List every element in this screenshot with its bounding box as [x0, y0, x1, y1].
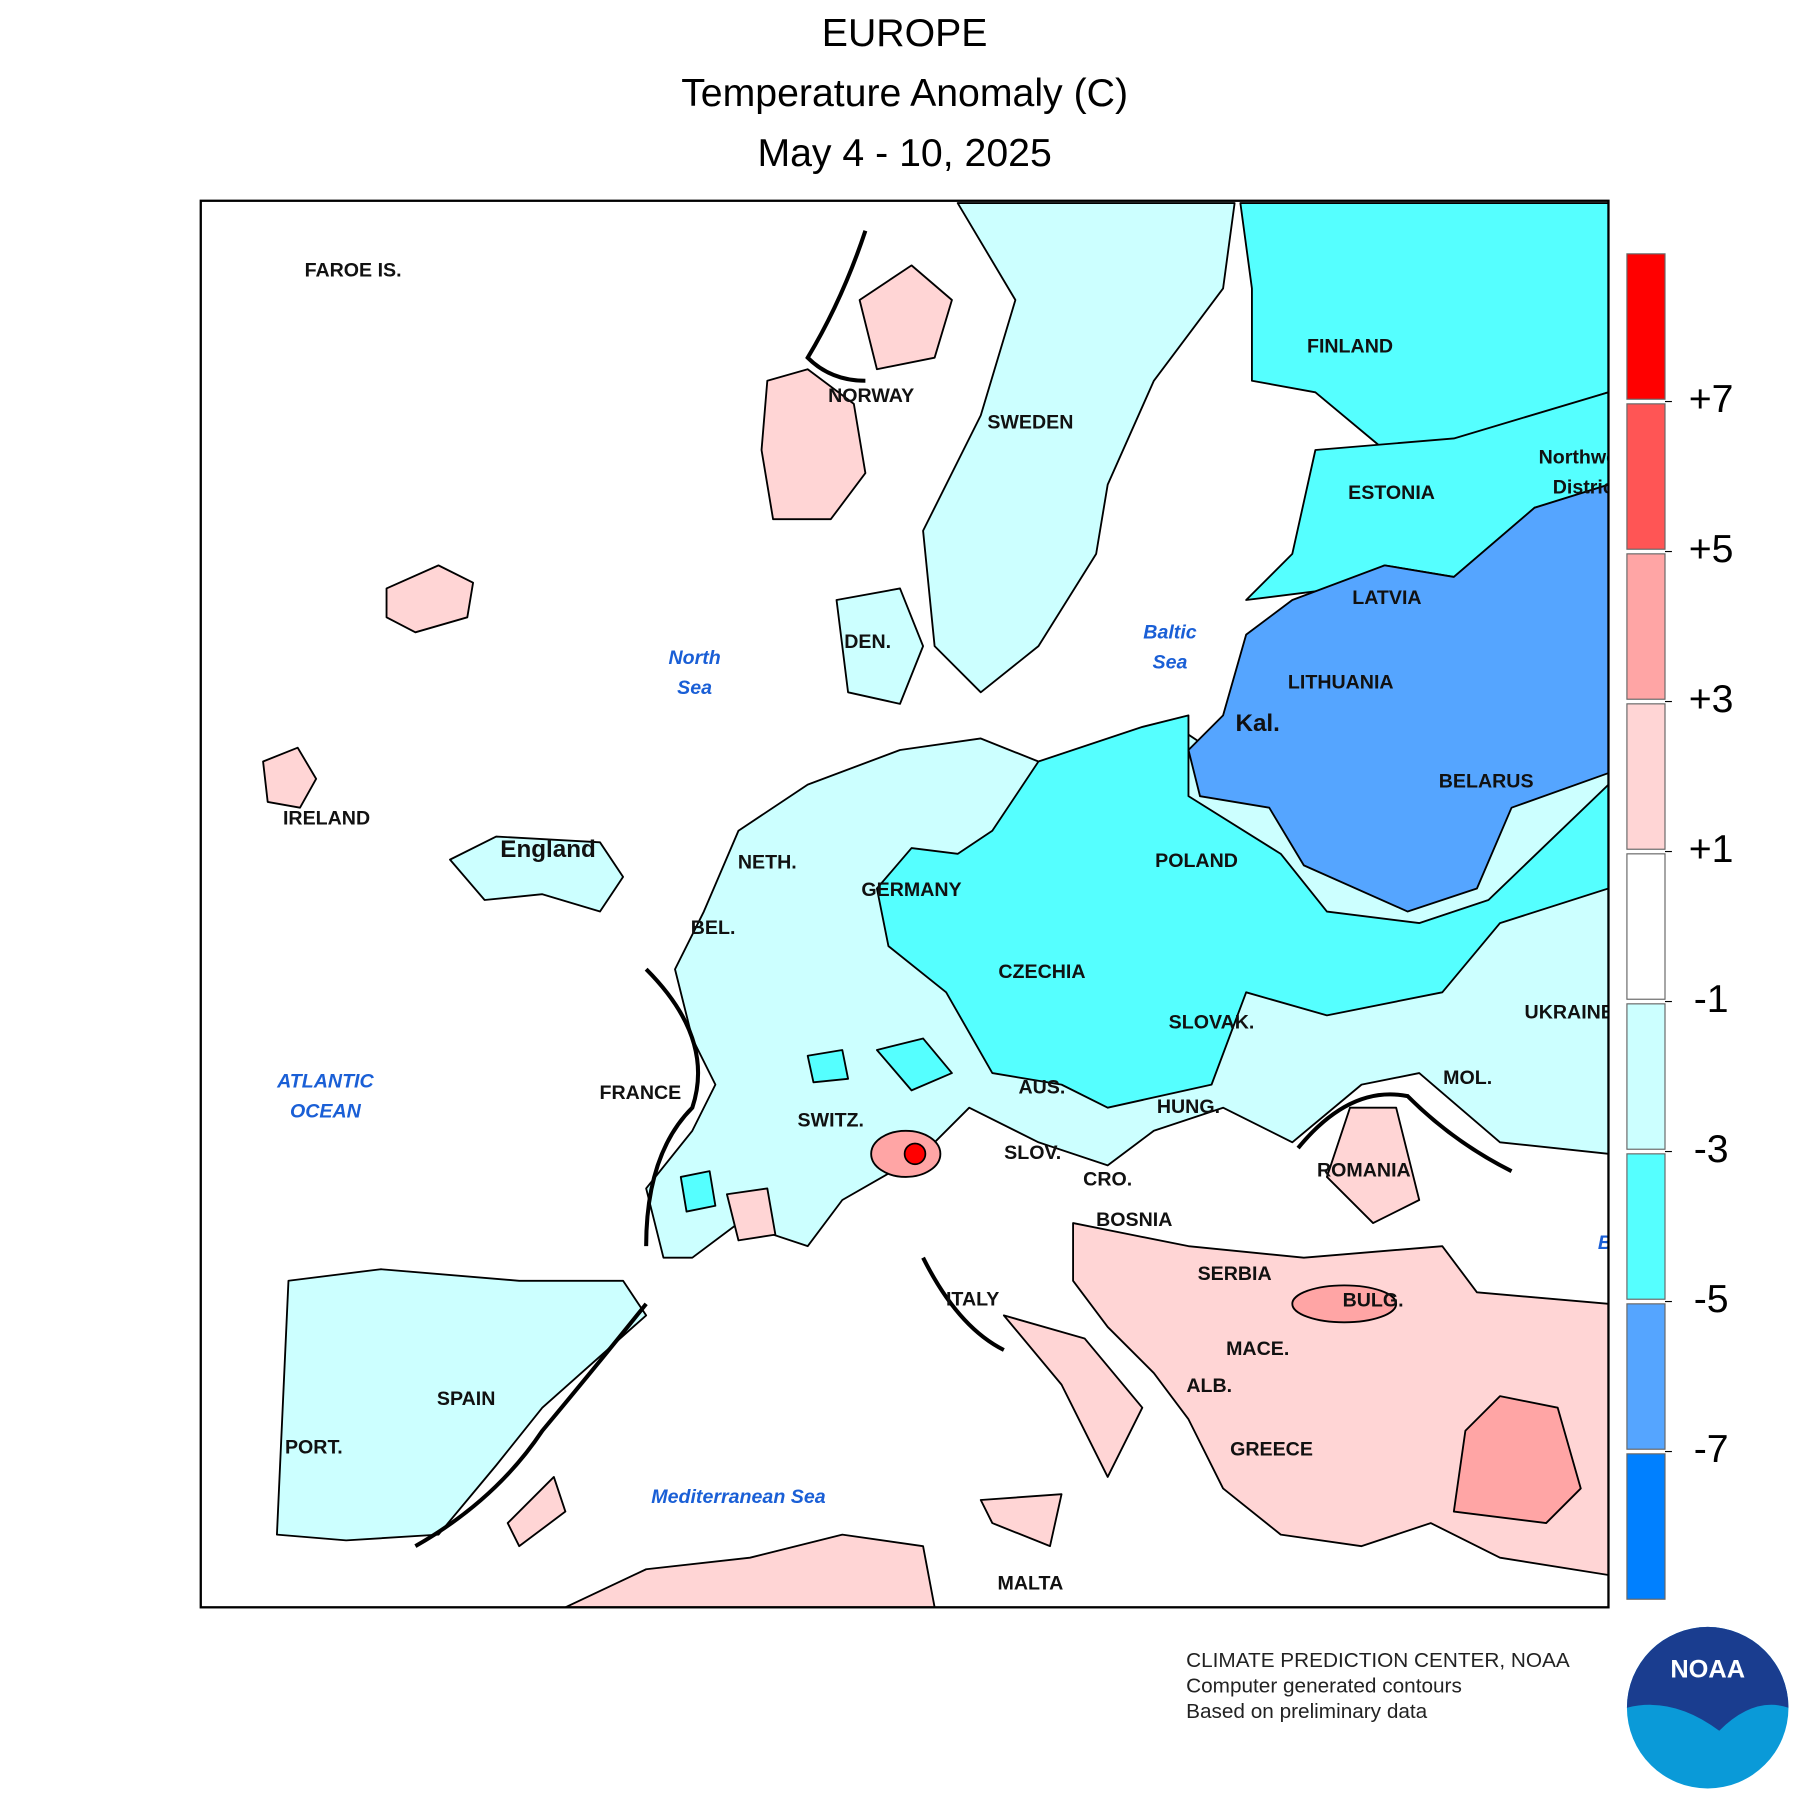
zero-contour: [414, 230, 1513, 1548]
place-label: BELARUS: [1439, 770, 1534, 792]
place-label: LATVIA: [1352, 587, 1421, 609]
credit: CLIMATE PREDICTION CENTER, NOAA: [1186, 1649, 1570, 1672]
place-label: GERMANY: [861, 879, 961, 901]
place-label: District: [1553, 476, 1621, 498]
colorbar: +7 +5 +3 +1 -1 -3 -5 -7: [1626, 253, 1734, 1600]
place-label: IRELAND: [283, 807, 370, 829]
place-label: MACE.: [1226, 1338, 1289, 1360]
place-label: ALB.: [1186, 1375, 1232, 1397]
colorbar-tick-label: +7: [1689, 377, 1734, 421]
place-label: England: [500, 836, 596, 863]
place-label: FAROE IS.: [305, 259, 402, 281]
place-label: BEL.: [691, 917, 736, 939]
place-label: DEN.: [844, 631, 891, 653]
colorbar-tick-label: -3: [1694, 1127, 1729, 1171]
place-label: MALTA: [998, 1572, 1064, 1594]
place-label: CZECHIA: [998, 961, 1085, 983]
place-label: ITALY: [946, 1289, 999, 1311]
colorbar-swatch: [1626, 403, 1666, 550]
place-label: MOL.: [1443, 1067, 1492, 1089]
credit: Based on preliminary data: [1186, 1700, 1428, 1723]
colorbar-swatch: [1626, 1153, 1666, 1300]
place-label: LITHUANIA: [1288, 671, 1394, 693]
place-label: ESTONIA: [1348, 482, 1435, 504]
place-label: ROMANIA: [1317, 1159, 1411, 1181]
logo-top: [1626, 1626, 1789, 1731]
water-label: Mediterranean Sea: [651, 1486, 825, 1508]
colorbar-swatch: [1626, 1453, 1666, 1600]
place-label: BULG.: [1343, 1290, 1404, 1312]
place-label: PORT.: [285, 1436, 343, 1458]
place-label: SWITZ.: [798, 1110, 864, 1132]
colorbar-swatch: [1626, 1303, 1666, 1450]
place-label: NETH.: [738, 851, 797, 873]
logo-text: NOAA: [1670, 1655, 1745, 1683]
colorbar-swatch: [1626, 553, 1666, 700]
place-label: SLOVAK.: [1169, 1012, 1255, 1034]
place-label: HUNG.: [1157, 1096, 1220, 1118]
colorbar-tick-label: +5: [1689, 527, 1734, 571]
colorbar-tick-label: -1: [1694, 977, 1729, 1021]
place-label: SPAIN: [437, 1388, 495, 1410]
period: May 4 - 10, 2025: [757, 131, 1051, 175]
anomaly-cold: [679, 202, 1609, 1213]
subtitle: Temperature Anomaly (C): [681, 71, 1128, 115]
place-label: SLOV.: [1004, 1142, 1061, 1164]
title: EUROPE: [822, 11, 988, 55]
place-label: POLAND: [1155, 850, 1238, 872]
water-label: Baltic: [1143, 622, 1196, 644]
water-label: North: [668, 647, 720, 669]
anomaly-very-cold: [1187, 483, 1609, 913]
colorbar-swatch: [1626, 1003, 1666, 1150]
colorbar-swatch: [1626, 853, 1666, 1000]
credit: Computer generated contours: [1186, 1674, 1462, 1697]
noaa-logo: NOAA: [1626, 1626, 1789, 1789]
colorbar-swatch: [1626, 703, 1666, 850]
place-label: Northwest: [1539, 446, 1635, 468]
water-label: Black Sea: [1598, 1232, 1691, 1254]
place-label: BOSNIA: [1096, 1209, 1172, 1231]
place-label: FINLAND: [1307, 335, 1393, 357]
water-label: ATLANTIC: [276, 1070, 374, 1092]
place-label: FRANCE: [600, 1082, 682, 1104]
colorbar-tick-label: -7: [1694, 1427, 1729, 1471]
water-label: Sea: [1153, 652, 1188, 674]
place-label: NORWAY: [828, 385, 914, 407]
water-label: OCEAN: [290, 1100, 362, 1122]
place-label: GREECE: [1230, 1439, 1313, 1461]
colorbar-swatch: [1626, 253, 1666, 400]
place-label: AUS.: [1018, 1076, 1065, 1098]
colorbar-tick-label: +3: [1689, 677, 1734, 721]
map-frame: [199, 199, 1610, 1609]
place-label: UKRAINE: [1525, 1001, 1614, 1023]
colorbar-tick-label: -5: [1694, 1277, 1729, 1321]
anomaly-hot: [870, 1129, 1582, 1524]
place-label: SERBIA: [1198, 1263, 1272, 1285]
colorbar-tick-label: +1: [1689, 827, 1734, 871]
water-label: Sea: [677, 677, 712, 699]
place-label: CRO.: [1083, 1169, 1132, 1191]
map: FAROE IS. NORWAY SWEDEN FINLAND ESTONIA North…: [200, 200, 1691, 1608]
anomaly-extreme: [903, 1142, 927, 1166]
place-label: SWEDEN: [987, 412, 1073, 434]
place-label: Kal.: [1235, 710, 1279, 737]
